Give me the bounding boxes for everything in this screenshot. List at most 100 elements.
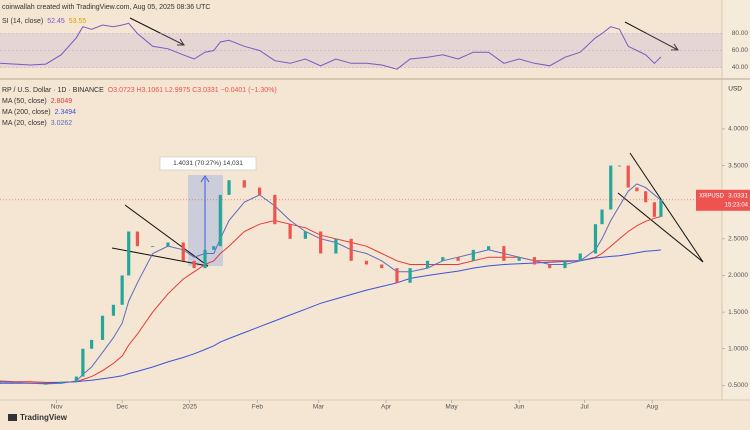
measure-label: 1.4031 (70.27%) 14,031 xyxy=(173,160,243,167)
candle xyxy=(28,383,33,384)
candle xyxy=(395,268,399,283)
plot-layer: 40.00 60.00 80.00 SI (14, close) 52.45 53.55 0… xyxy=(0,18,750,411)
legend-value: 3.0262 xyxy=(51,120,73,127)
legend-value: 2.8049 xyxy=(51,98,73,105)
candle xyxy=(425,260,430,269)
candle xyxy=(441,257,445,261)
legend-name: MA (50, close) xyxy=(2,98,47,105)
countdown: 15:23:04 xyxy=(725,202,749,208)
candle xyxy=(600,209,604,225)
x-tick-label: Jun xyxy=(514,404,525,411)
x-tick-label: 2025 xyxy=(183,404,198,411)
rsi-trend-arrow xyxy=(624,21,679,51)
candle xyxy=(659,199,663,217)
candle xyxy=(181,242,185,261)
ohlc: O3.0723 H3.1061 L2.9975 C3.0331 −0.0401 … xyxy=(108,87,277,94)
candle xyxy=(364,260,369,265)
candle xyxy=(380,264,384,269)
candle xyxy=(127,231,131,276)
candle xyxy=(487,246,491,250)
legend-entry: MA (50, close) 2.8049 xyxy=(2,98,72,105)
rsi-ma-value: 53.55 xyxy=(69,18,87,25)
candle xyxy=(644,191,648,203)
candle xyxy=(563,260,567,269)
candle xyxy=(59,381,63,384)
candle xyxy=(548,264,552,269)
candle xyxy=(44,383,48,385)
legend-entry: MA (20, close) 3.0262 xyxy=(2,120,72,127)
legend-name: MA (20, close) xyxy=(2,120,47,127)
candle xyxy=(303,231,307,239)
candle xyxy=(74,376,78,382)
candle xyxy=(111,304,116,316)
candle xyxy=(166,242,170,247)
y-tick-label: 2.0000 xyxy=(728,272,748,279)
rsi-trend-arrow xyxy=(129,17,185,46)
y-tick-label: 60.00 xyxy=(732,47,749,54)
trend-line xyxy=(629,152,704,263)
y-tick-label: 2.5000 xyxy=(728,236,748,243)
x-tick-label: Dec xyxy=(116,404,128,411)
y-tick-label: 1.0000 xyxy=(728,345,748,352)
candle xyxy=(227,180,231,195)
candle xyxy=(532,257,537,265)
rsi-value: 52.45 xyxy=(47,18,65,25)
x-tick-label: Jul xyxy=(580,404,589,411)
candle xyxy=(635,187,639,192)
trend-line xyxy=(124,204,209,267)
candle xyxy=(257,187,262,195)
candle xyxy=(652,202,656,217)
legend-entry: MA (200, close) 2.3494 xyxy=(2,109,76,116)
moving-average-line xyxy=(0,249,661,384)
rsi-line xyxy=(0,22,662,70)
y-axis-unit: USD xyxy=(728,86,742,93)
legend-value: 2.3494 xyxy=(55,109,77,116)
candle xyxy=(90,339,94,349)
y-tick-label: 80.00 xyxy=(732,30,749,37)
x-tick-label: Apr xyxy=(381,404,392,411)
candle xyxy=(135,231,140,247)
arrow-head xyxy=(671,43,679,51)
candle xyxy=(151,246,155,247)
candle xyxy=(617,165,622,167)
candle xyxy=(349,238,353,261)
rsi-legend-title: SI (14, close) xyxy=(2,18,43,25)
x-tick-label: Nov xyxy=(51,404,63,411)
arrow-head xyxy=(177,38,185,46)
legend-name: MA (200, close) xyxy=(2,109,51,116)
y-tick-label: 1.5000 xyxy=(728,309,748,316)
candle xyxy=(81,348,85,377)
candle xyxy=(609,165,613,210)
candle xyxy=(288,224,292,239)
symbol-badge: XRPUSD xyxy=(699,193,725,199)
candle xyxy=(408,268,412,283)
candle xyxy=(578,253,582,261)
rsi-legend: SI (14, close) 52.45 53.55 xyxy=(2,18,86,25)
candle xyxy=(212,246,216,250)
measure-label-box xyxy=(159,156,257,171)
candle xyxy=(502,246,506,261)
candle xyxy=(120,275,124,305)
candle xyxy=(319,231,323,254)
x-tick-label: May xyxy=(445,404,458,411)
symbol-legend: RP / U.S. Dollar · 1D · BINANCE O3.0723 H… xyxy=(2,87,277,94)
y-tick-label: 40.00 xyxy=(732,64,749,71)
candle xyxy=(203,249,207,269)
x-tick-label: Aug xyxy=(646,404,658,411)
footer-brand: TradingView xyxy=(20,413,68,422)
candle xyxy=(13,382,17,384)
y-tick-label: 3.5000 xyxy=(728,162,748,169)
footer-logo xyxy=(8,414,17,421)
measure-arrow-head xyxy=(200,175,210,183)
y-tick-label: 4.0000 xyxy=(728,126,748,133)
candle xyxy=(100,315,105,340)
x-tick-label: Mar xyxy=(313,404,325,411)
symbol-title: RP / U.S. Dollar · 1D · BINANCE xyxy=(2,87,104,94)
header: coinwallah created with TradingView.com,… xyxy=(2,4,210,11)
candle xyxy=(334,238,338,254)
candle xyxy=(218,194,222,247)
